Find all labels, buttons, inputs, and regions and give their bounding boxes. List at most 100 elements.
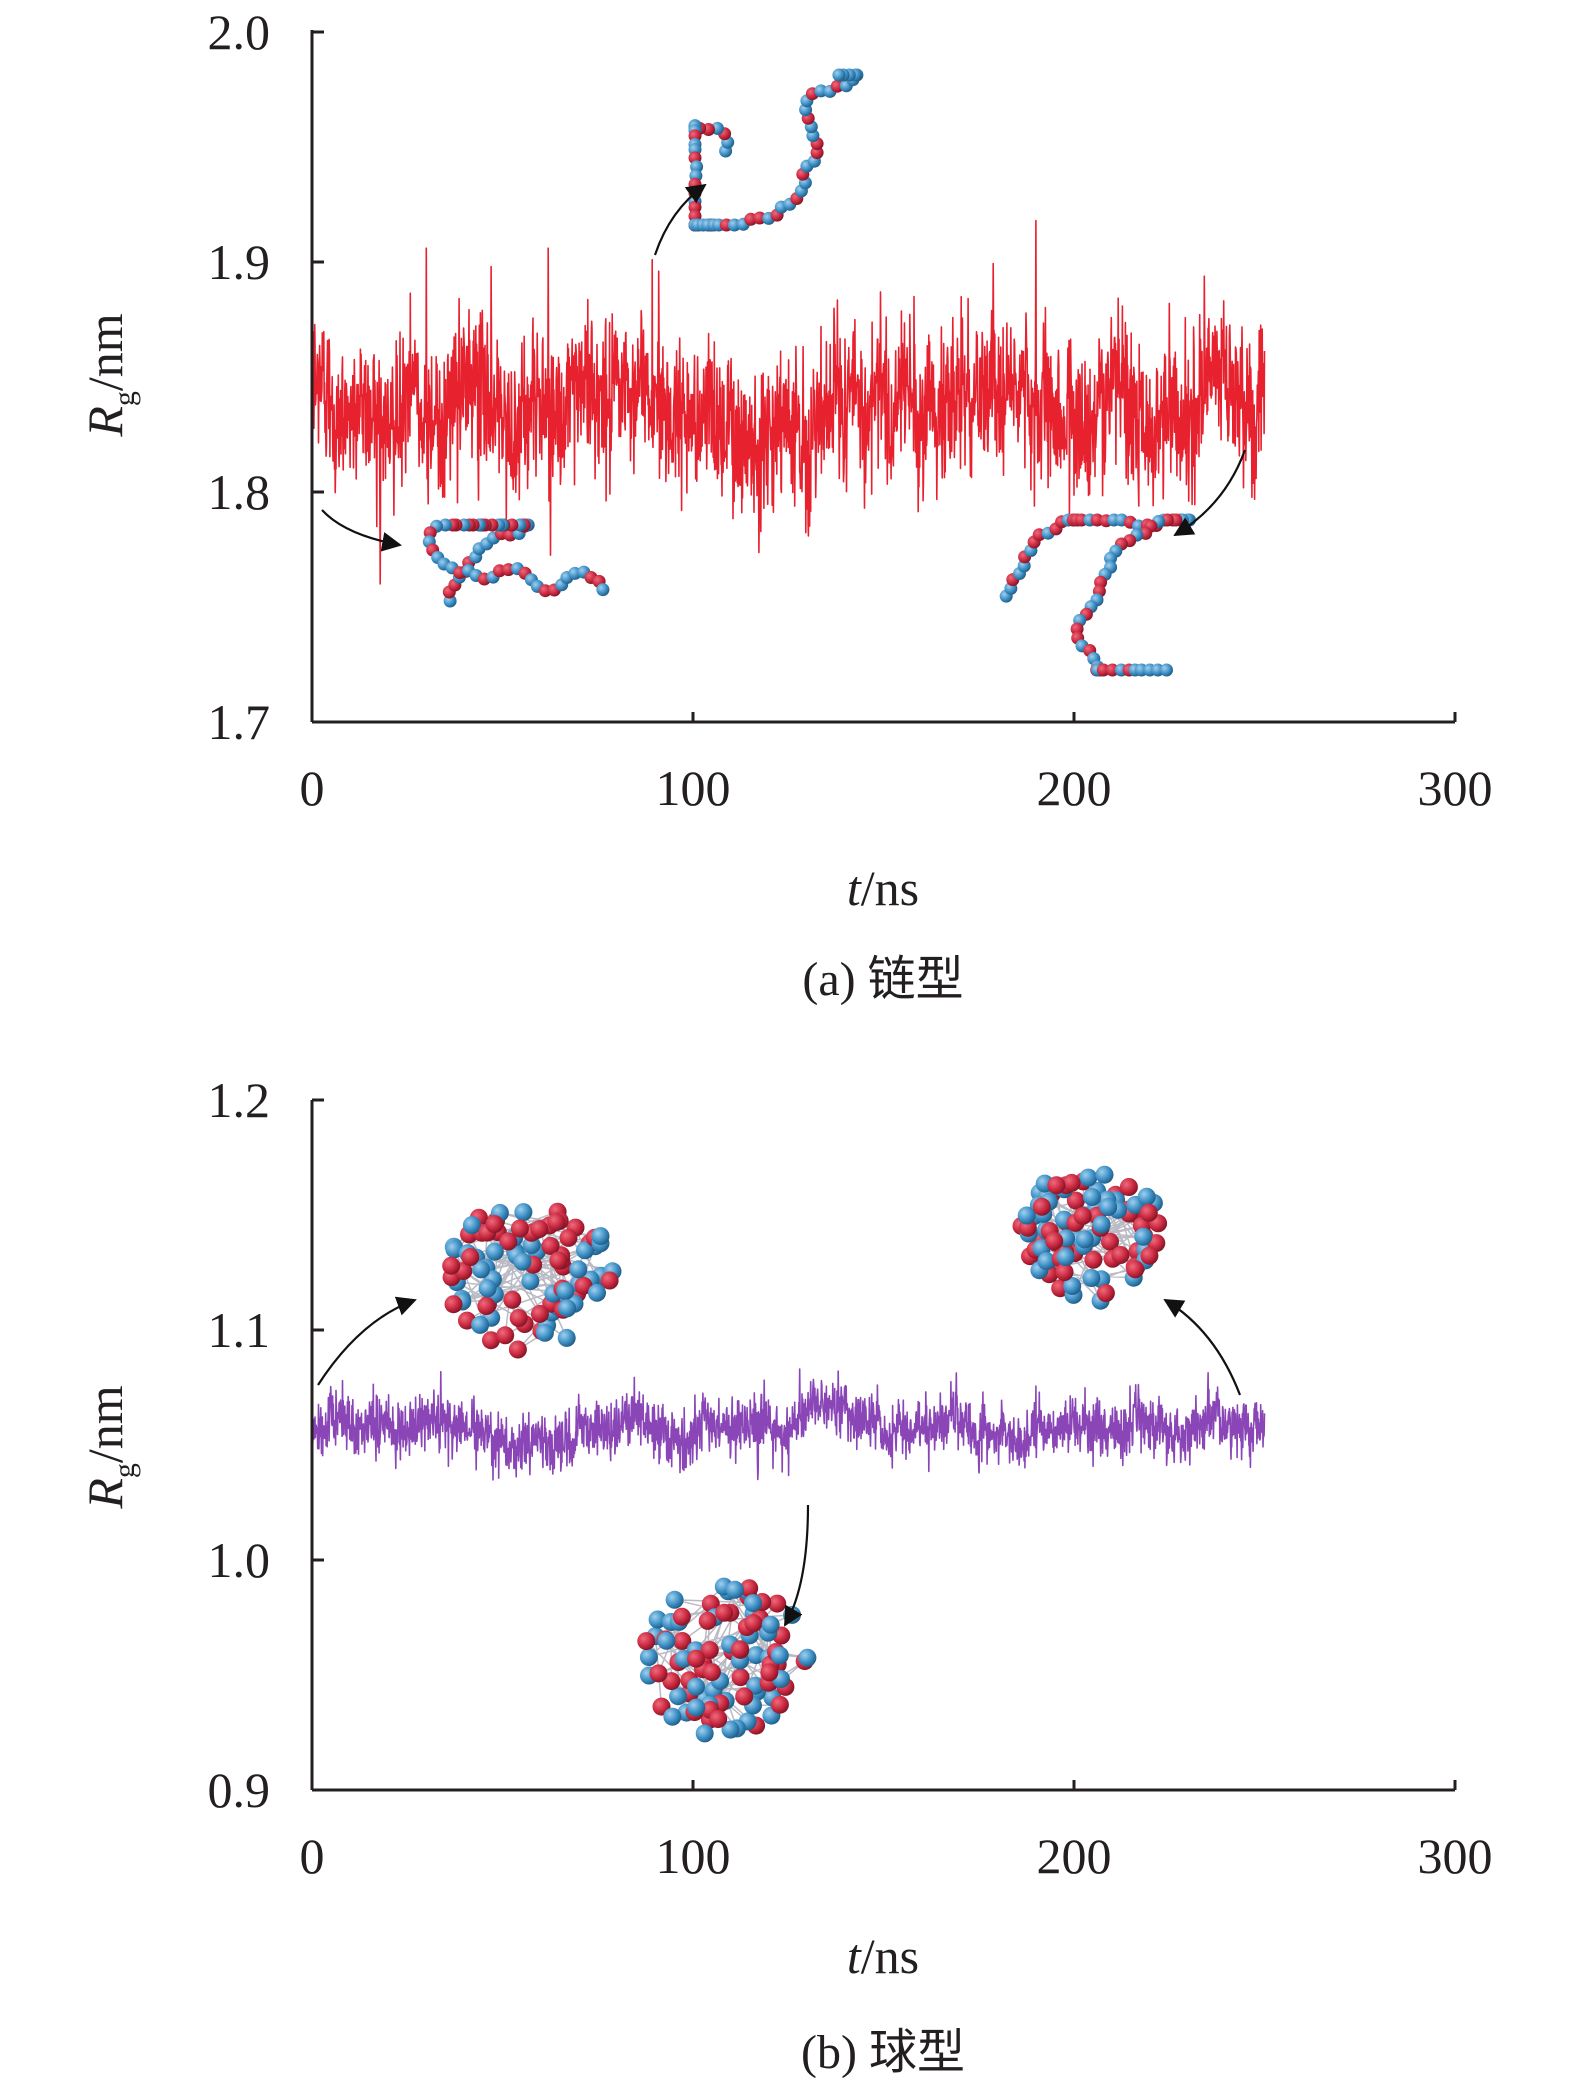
molecule-snapshot-b-middle: [637, 1577, 817, 1743]
bead: [1140, 1246, 1159, 1265]
y-tick-label-a-1.7: 1.7: [208, 694, 271, 750]
x-tick-label-b-0: 0: [300, 1828, 325, 1884]
bead: [576, 1241, 594, 1260]
bead: [730, 1640, 749, 1659]
bead: [832, 68, 846, 82]
y-tick-label-a-1.8: 1.8: [208, 464, 271, 520]
bead: [1096, 663, 1110, 677]
bead: [673, 1632, 692, 1650]
bead: [485, 1242, 504, 1261]
molecule-snapshot-a-start: [422, 518, 610, 608]
x-tick-label-b-300: 300: [1418, 1828, 1493, 1884]
bead: [687, 1698, 706, 1717]
bead: [1101, 1232, 1119, 1251]
bead: [770, 1646, 789, 1665]
bead: [1083, 1188, 1101, 1206]
bead: [695, 1724, 714, 1743]
bead: [1137, 1187, 1156, 1206]
snapshots-b: [317, 1165, 1242, 1743]
bead: [549, 1251, 568, 1270]
bead: [1075, 1230, 1094, 1249]
bead: [1055, 1263, 1074, 1281]
plot-area-b: [311, 1368, 1266, 1481]
bead: [1105, 663, 1119, 677]
bead: [478, 1279, 497, 1298]
bead: [472, 1260, 491, 1279]
y-axis-sub-a: g: [108, 391, 141, 406]
bead: [513, 1252, 532, 1271]
snapshot-arrow-a-middle: [653, 183, 707, 256]
bead: [596, 583, 610, 597]
bead: [574, 1276, 593, 1295]
bead: [569, 1260, 588, 1279]
bead: [715, 1603, 734, 1622]
bead: [1095, 1165, 1114, 1184]
bead: [1084, 1250, 1103, 1269]
bead: [444, 1295, 463, 1314]
snapshot-arrow-b-start: [317, 1296, 417, 1386]
bead: [810, 146, 824, 160]
x-tick-label-a-200: 200: [1037, 760, 1112, 816]
bead: [1073, 1206, 1092, 1225]
bead: [702, 1663, 721, 1682]
chart-panel-b: 0 100 200 300 0.9 1.0 1.1 1.2 t/ns Rg/nm…: [77, 1072, 1493, 2079]
bead: [482, 1331, 500, 1350]
bead: [725, 1580, 744, 1599]
bead: [1056, 1248, 1075, 1266]
snapshot-arrow-a-end: [1173, 449, 1247, 537]
bead: [510, 1219, 529, 1238]
snapshot-arrow-b-middle: [784, 1504, 810, 1627]
bead: [731, 1668, 750, 1687]
molecule-snapshot-a-middle: [688, 68, 864, 232]
bead: [637, 1632, 656, 1651]
bead: [1104, 551, 1117, 565]
bead: [535, 1323, 554, 1342]
y-axis-title-a: Rg/nm: [77, 313, 141, 437]
bead: [508, 1340, 527, 1359]
bead: [530, 1220, 549, 1238]
bead: [471, 1315, 490, 1334]
bead: [591, 1227, 610, 1246]
bead: [687, 1649, 706, 1668]
bead: [541, 1236, 560, 1255]
bead: [1066, 1191, 1085, 1210]
bead: [698, 1611, 717, 1630]
bead: [558, 1299, 577, 1318]
bead: [1139, 1203, 1158, 1222]
bead: [1032, 1197, 1051, 1216]
bead: [509, 1309, 528, 1327]
bead: [669, 1687, 688, 1706]
bead: [600, 1271, 619, 1290]
bead: [1079, 1168, 1098, 1187]
x-axis-title-a: t/ns: [847, 860, 919, 916]
bead: [740, 1579, 759, 1598]
x-tick-label-a-0: 0: [300, 760, 325, 816]
x-axis-unit-b: /ns: [861, 1928, 919, 1984]
bead: [709, 1710, 728, 1728]
x-tick-label-a-300: 300: [1418, 760, 1493, 816]
series-line: [311, 1368, 1266, 1481]
bead: [530, 1304, 549, 1323]
bead: [1111, 1246, 1130, 1264]
bead: [503, 1290, 522, 1309]
y-tick-label-a-1.9: 1.9: [208, 234, 271, 290]
bead: [547, 1213, 566, 1232]
bead: [663, 1707, 682, 1726]
y-tick-label-b-1.1: 1.1: [208, 1302, 271, 1358]
y-axis-sub-b: g: [108, 1463, 141, 1478]
bead: [1017, 1206, 1036, 1225]
bead: [700, 1641, 719, 1659]
y-axis-unit-a: /nm: [77, 313, 133, 391]
snapshot-arrow-a-start: [321, 509, 402, 552]
bead: [1126, 1260, 1145, 1279]
y-axis-title-b: Rg/nm: [77, 1385, 141, 1509]
bead: [744, 1594, 762, 1613]
bead: [648, 1610, 667, 1629]
y-axis-var-b: R: [77, 1478, 133, 1510]
bead: [1160, 663, 1173, 677]
bead: [1045, 1232, 1064, 1250]
x-tick-label-b-100: 100: [656, 1828, 731, 1884]
y-axis-unit-b: /nm: [77, 1385, 133, 1463]
y-axis-var-a: R: [77, 406, 133, 438]
